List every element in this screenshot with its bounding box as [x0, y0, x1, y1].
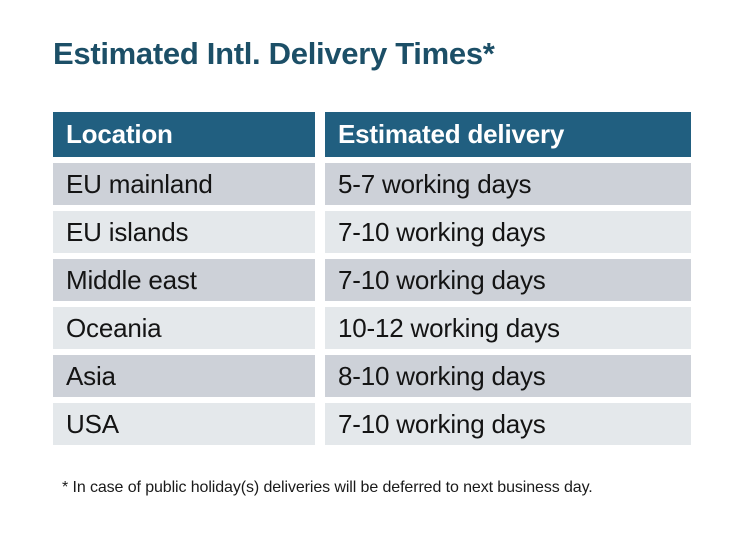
table-row: EU mainland 5-7 working days [53, 163, 691, 205]
footnote: * In case of public holiday(s) deliverie… [62, 479, 593, 496]
delivery-cell: 5-7 working days [325, 163, 691, 205]
table-row: USA 7-10 working days [53, 403, 691, 445]
delivery-times-table: Location Estimated delivery EU mainland … [53, 112, 691, 451]
location-cell: Asia [53, 355, 315, 397]
delivery-column-header: Estimated delivery [325, 112, 691, 157]
table-row: EU islands 7-10 working days [53, 211, 691, 253]
delivery-cell: 8-10 working days [325, 355, 691, 397]
table-header-row: Location Estimated delivery [53, 112, 691, 157]
delivery-cell: 7-10 working days [325, 403, 691, 445]
location-cell: EU islands [53, 211, 315, 253]
table-row: Asia 8-10 working days [53, 355, 691, 397]
location-cell: EU mainland [53, 163, 315, 205]
table-row: Middle east 7-10 working days [53, 259, 691, 301]
delivery-cell: 7-10 working days [325, 259, 691, 301]
delivery-cell: 7-10 working days [325, 211, 691, 253]
delivery-cell: 10-12 working days [325, 307, 691, 349]
location-cell: Oceania [53, 307, 315, 349]
location-cell: Middle east [53, 259, 315, 301]
location-column-header: Location [53, 112, 315, 157]
table-row: Oceania 10-12 working days [53, 307, 691, 349]
page-title: Estimated Intl. Delivery Times* [53, 36, 495, 71]
location-cell: USA [53, 403, 315, 445]
